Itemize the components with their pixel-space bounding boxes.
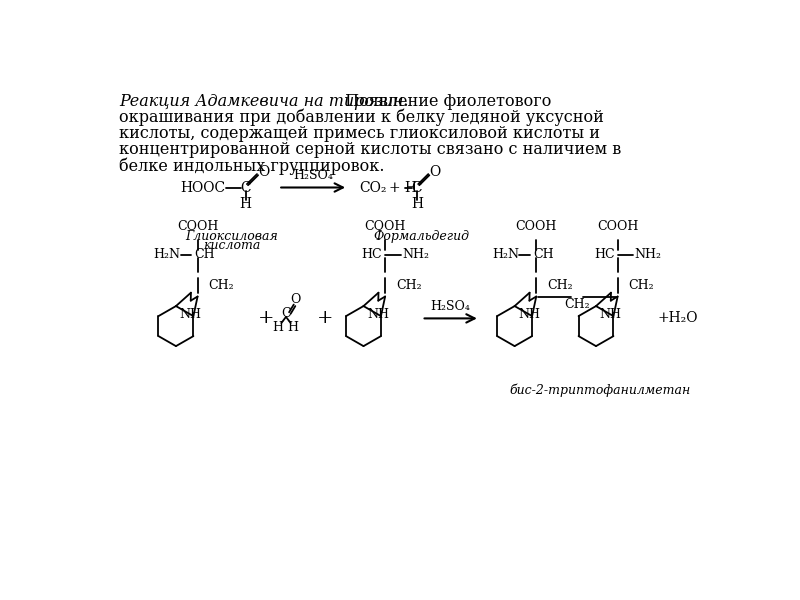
Text: H₂SO₄: H₂SO₄ bbox=[430, 300, 470, 313]
Text: кислота: кислота bbox=[203, 239, 261, 252]
Text: Формальдегид: Формальдегид bbox=[374, 230, 470, 243]
Text: COOH: COOH bbox=[365, 220, 406, 233]
Text: H₂SO₄: H₂SO₄ bbox=[293, 169, 333, 182]
Text: O: O bbox=[290, 293, 301, 307]
Text: NH: NH bbox=[180, 308, 202, 322]
Text: CH₂: CH₂ bbox=[564, 298, 590, 311]
Text: Появление фиолетового: Появление фиолетового bbox=[340, 93, 552, 110]
Text: C: C bbox=[412, 181, 422, 194]
Text: NH₂: NH₂ bbox=[634, 248, 662, 262]
Text: концентрированной серной кислоты связано с наличием в: концентрированной серной кислоты связано… bbox=[119, 141, 622, 158]
Text: C: C bbox=[281, 307, 291, 320]
Text: HC: HC bbox=[594, 248, 614, 262]
Text: HC: HC bbox=[362, 248, 382, 262]
Text: O: O bbox=[429, 165, 441, 179]
Text: +H₂O: +H₂O bbox=[657, 311, 698, 325]
Text: +: + bbox=[258, 310, 275, 328]
Text: O: O bbox=[258, 165, 269, 179]
Text: CH₂: CH₂ bbox=[547, 279, 573, 292]
Text: CH₂: CH₂ bbox=[396, 279, 422, 292]
Text: NH: NH bbox=[518, 308, 541, 322]
Text: C: C bbox=[240, 181, 251, 194]
Text: бис-2-триптофанилметан: бис-2-триптофанилметан bbox=[510, 384, 690, 397]
Text: H: H bbox=[411, 197, 423, 211]
Text: +: + bbox=[317, 310, 333, 328]
Text: NH₂: NH₂ bbox=[402, 248, 429, 262]
Text: COOH: COOH bbox=[515, 220, 557, 233]
Text: CH: CH bbox=[533, 248, 554, 262]
Text: белке индольных группировок.: белке индольных группировок. bbox=[119, 157, 385, 175]
Text: COOH: COOH bbox=[177, 220, 218, 233]
Text: CH: CH bbox=[194, 248, 215, 262]
Text: COOH: COOH bbox=[597, 220, 638, 233]
Text: H: H bbox=[287, 321, 298, 334]
Text: H₂N: H₂N bbox=[492, 248, 519, 262]
Text: H: H bbox=[273, 321, 284, 334]
Text: кислоты, содержащей примесь глиоксиловой кислоты и: кислоты, содержащей примесь глиоксиловой… bbox=[119, 125, 600, 142]
Text: NH: NH bbox=[600, 308, 622, 322]
Text: Реакция Адамкевича на тирозин.: Реакция Адамкевича на тирозин. bbox=[119, 93, 409, 110]
Text: HOOC: HOOC bbox=[181, 181, 226, 194]
Text: H₂N: H₂N bbox=[154, 248, 181, 262]
Text: CH₂: CH₂ bbox=[209, 279, 234, 292]
Text: CO₂: CO₂ bbox=[360, 181, 387, 194]
Text: окрашивания при добавлении к белку ледяной уксусной: окрашивания при добавлении к белку ледян… bbox=[119, 109, 604, 127]
Text: + H: + H bbox=[389, 181, 417, 194]
Text: H: H bbox=[240, 197, 252, 211]
Text: NH: NH bbox=[367, 308, 390, 322]
Text: Глиоксиловая: Глиоксиловая bbox=[186, 230, 278, 243]
Text: CH₂: CH₂ bbox=[629, 279, 654, 292]
